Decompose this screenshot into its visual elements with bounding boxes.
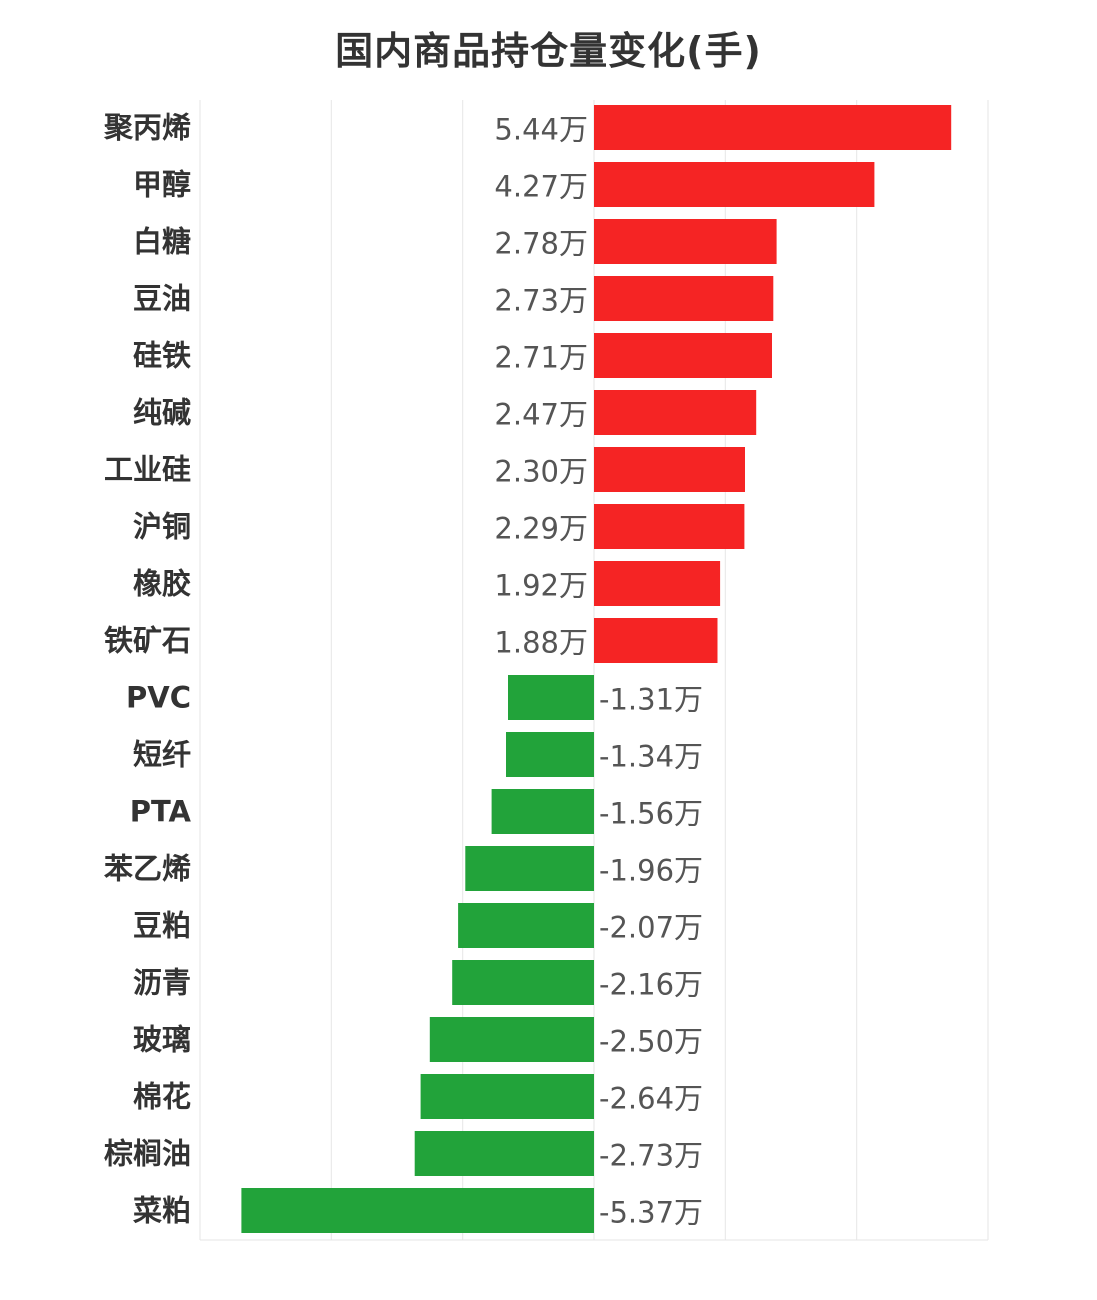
category-label: 硅铁 xyxy=(133,339,191,373)
category-label: 棕榈油 xyxy=(104,1137,191,1171)
value-label: -1.31万 xyxy=(599,683,703,717)
value-label: 1.92万 xyxy=(494,569,588,603)
bar xyxy=(594,618,718,663)
category-label: 沪铜 xyxy=(133,510,191,544)
value-label: -2.64万 xyxy=(599,1082,703,1116)
bar xyxy=(429,1017,594,1062)
bar xyxy=(594,219,777,264)
value-label: 2.71万 xyxy=(494,341,588,375)
bar xyxy=(594,561,721,606)
chart-title: 国内商品持仓量变化(手) xyxy=(335,29,762,73)
bar xyxy=(508,675,594,720)
bar xyxy=(420,1074,594,1119)
value-label: 4.27万 xyxy=(494,170,588,204)
bar xyxy=(594,105,952,150)
category-label: 短纤 xyxy=(133,738,191,772)
category-label: 棉花 xyxy=(133,1080,191,1114)
category-label: 铁矿石 xyxy=(104,624,191,658)
value-label: -2.73万 xyxy=(599,1139,703,1173)
value-label: 2.47万 xyxy=(494,398,588,432)
bar xyxy=(594,333,772,378)
value-label: -5.37万 xyxy=(599,1196,703,1230)
category-label: 沥青 xyxy=(133,966,191,1000)
value-label: -2.50万 xyxy=(599,1025,703,1059)
bar xyxy=(594,162,875,207)
value-label: 2.29万 xyxy=(494,512,588,546)
category-label: 橡胶 xyxy=(133,567,191,601)
value-label: 2.30万 xyxy=(494,455,588,489)
category-label: 菜粕 xyxy=(133,1194,191,1228)
bar xyxy=(452,960,594,1005)
category-label: 玻璃 xyxy=(133,1023,191,1057)
value-label: -1.34万 xyxy=(599,740,703,774)
bar xyxy=(491,789,594,834)
bar xyxy=(594,390,757,435)
value-label: 5.44万 xyxy=(494,113,588,147)
value-label: 1.88万 xyxy=(494,626,588,660)
bar xyxy=(465,846,594,891)
bar xyxy=(506,732,594,777)
bar xyxy=(458,903,594,948)
category-label: PTA xyxy=(130,795,192,829)
value-label: 2.73万 xyxy=(494,284,588,318)
category-label: 甲醇 xyxy=(133,168,191,202)
value-label: 2.78万 xyxy=(494,227,588,261)
value-label: -1.56万 xyxy=(599,797,703,831)
bar xyxy=(594,504,745,549)
bar xyxy=(414,1131,594,1176)
category-label: 纯碱 xyxy=(133,396,191,430)
bars xyxy=(241,105,952,1233)
bar xyxy=(241,1188,594,1233)
category-label: 豆油 xyxy=(133,282,191,316)
bar xyxy=(594,447,745,492)
value-label: -2.16万 xyxy=(599,968,703,1002)
category-label: 白糖 xyxy=(133,225,191,259)
category-label: PVC xyxy=(126,681,191,715)
grid-lines xyxy=(199,100,989,1241)
category-label: 聚丙烯 xyxy=(103,111,191,145)
category-label: 豆粕 xyxy=(133,909,191,943)
value-label: -1.96万 xyxy=(599,854,703,888)
bar xyxy=(594,276,774,321)
category-label: 苯乙烯 xyxy=(104,852,191,886)
category-label: 工业硅 xyxy=(104,453,191,487)
value-label: -2.07万 xyxy=(599,911,703,945)
